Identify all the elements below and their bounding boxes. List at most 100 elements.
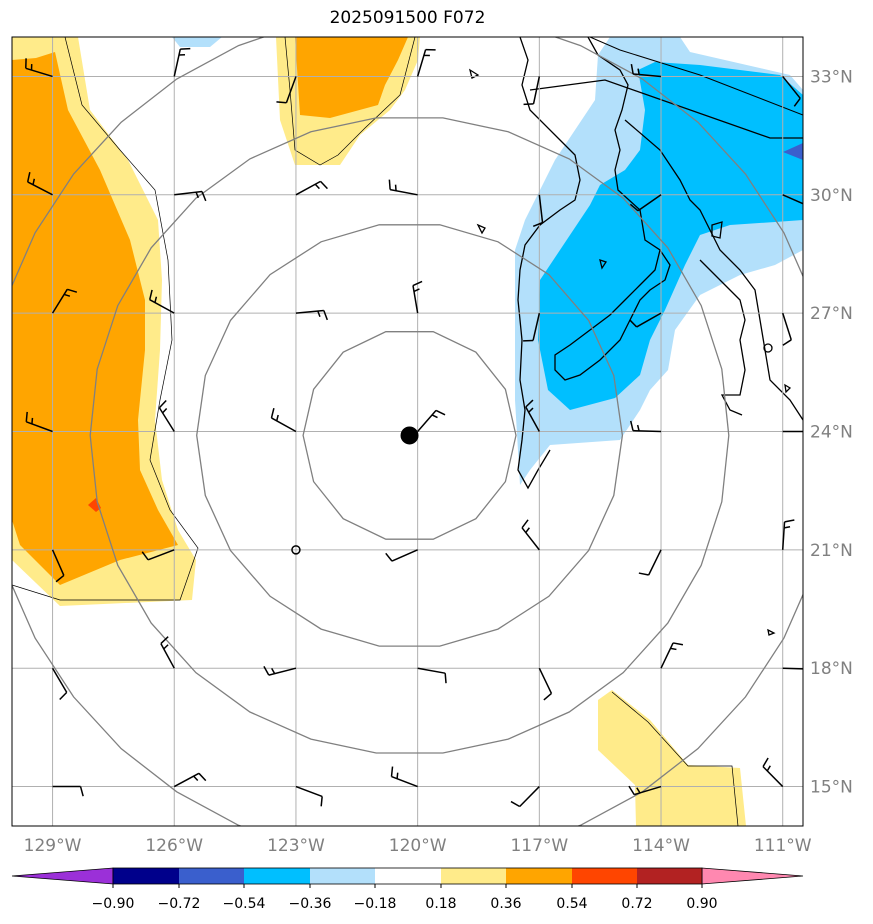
colorbar-bin-3 <box>310 868 375 884</box>
wind-barb-5 <box>628 785 662 796</box>
lat-label-4: 27°N <box>810 304 853 324</box>
wind-barb-32 <box>523 312 541 342</box>
range-ring-0 <box>302 331 517 540</box>
lon-label-4: 117°W <box>510 836 568 856</box>
wind-barb-47 <box>630 64 662 78</box>
colorbar-label-7: 0.54 <box>556 896 587 912</box>
lat-label-0: 15°N <box>810 778 853 798</box>
negative-field-strong-east <box>783 143 803 160</box>
wind-barb-0 <box>52 785 84 797</box>
wind-barb-14 <box>51 549 65 583</box>
shaded-field <box>12 37 803 826</box>
island-2 <box>476 223 486 235</box>
lat-label-3: 24°N <box>810 423 853 443</box>
range-rings <box>12 37 803 826</box>
positive-field-mid-west <box>12 52 178 585</box>
coastline-california <box>517 37 581 490</box>
wind-barb-17 <box>385 549 418 562</box>
range-ring-1 <box>196 224 624 647</box>
wind-barb-1 <box>173 772 207 788</box>
colorbar: −0.90 −0.72 −0.54 −0.36 −0.18 0.18 0.36 0.54 0.7… <box>11 867 804 912</box>
colorbar-bin-5 <box>441 868 506 884</box>
colorbar-bin-8 <box>637 868 702 884</box>
wind-barb-7 <box>51 667 68 700</box>
wind-barb-37 <box>295 180 328 196</box>
colorbar-frame <box>112 867 703 885</box>
wind-barb-15 <box>141 549 175 561</box>
wind-barb-34 <box>782 312 792 346</box>
negative-field-mid-east <box>538 62 803 410</box>
coastline-mainland-south <box>699 259 746 416</box>
wind-barb-23 <box>270 408 297 433</box>
wind-barb-30 <box>295 309 329 321</box>
wind-barb-46 <box>523 76 541 106</box>
wind-barb-42 <box>25 58 53 78</box>
colorbar-label-0: −0.90 <box>92 896 135 912</box>
wind-barb-13 <box>782 667 803 670</box>
wind-barb-19 <box>638 549 662 576</box>
wind-barb-16 <box>291 545 301 555</box>
negative-field-low-north <box>172 37 222 47</box>
wind-barb-36 <box>174 190 207 202</box>
positive-field-low-south <box>598 690 746 826</box>
wind-barb-9 <box>263 666 297 676</box>
lon-label-2: 123°W <box>267 836 325 856</box>
contour-south <box>611 691 739 826</box>
wind-barb-10 <box>417 667 447 684</box>
wind-barb-48 <box>782 75 801 107</box>
wind-barb-25 <box>525 399 540 432</box>
wind-barb-38 <box>388 179 418 196</box>
colorbar-label-2: −0.54 <box>223 896 266 912</box>
wind-barb-22 <box>158 399 175 432</box>
wind-barb-2 <box>295 785 323 807</box>
range-ring-3 <box>12 37 803 826</box>
wind-barb-40 <box>629 194 662 212</box>
colorbar-bin-4 <box>375 868 441 884</box>
wind-barb-33 <box>629 312 662 328</box>
island-5 <box>763 343 773 353</box>
wind-barb-20 <box>781 519 795 550</box>
wind-barb-29 <box>148 289 175 314</box>
colorbar-bin-7 <box>572 868 637 884</box>
wind-barb-21 <box>25 411 53 433</box>
lon-label-5: 114°W <box>632 836 690 856</box>
wind-barb-18 <box>521 519 540 551</box>
wind-barb-39 <box>532 194 544 227</box>
map-title: 2025091500 F072 <box>329 8 486 28</box>
colorbar-bin-1 <box>179 868 244 884</box>
wind-barb-45 <box>416 48 436 77</box>
coastline-mexico-mainland <box>624 119 803 421</box>
coastline-baja-gulf <box>554 37 671 381</box>
lat-label-2: 21°N <box>810 541 853 561</box>
colorbar-extend-high <box>701 867 804 885</box>
colorbar-bin-0 <box>113 868 179 884</box>
wind-barb-3 <box>390 766 418 788</box>
lon-label-3: 120°W <box>389 836 447 856</box>
island-7 <box>767 628 776 636</box>
lat-label-1: 18°N <box>810 659 853 679</box>
coastlines <box>468 37 803 636</box>
island-6 <box>784 383 792 394</box>
wind-barb-12 <box>660 642 684 669</box>
storm-center-marker <box>400 426 419 445</box>
wind-barb-11 <box>538 667 553 701</box>
positive-field-mid-north <box>295 37 408 118</box>
wind-barb-28 <box>51 288 78 314</box>
lat-label-5: 30°N <box>810 186 853 206</box>
colorbar-label-9: 0.90 <box>686 896 717 912</box>
wind-barb-8 <box>160 636 175 669</box>
wind-barb-27 <box>782 430 803 433</box>
latitude-labels: 15°N 18°N 21°N 24°N 27°N 30°N 33°N <box>810 67 853 797</box>
contour-north <box>284 37 416 166</box>
colorbar-label-5: 0.18 <box>425 896 456 912</box>
colorbar-label-4: −0.18 <box>354 896 397 912</box>
contour-west <box>12 37 199 601</box>
colorbar-extend-low <box>11 867 114 885</box>
wind-barb-24 <box>417 409 446 432</box>
longitude-labels: 129°W 126°W 123°W 120°W 117°W 114°W 111°W <box>24 836 812 856</box>
wind-barbs <box>25 47 803 808</box>
colorbar-bin-2 <box>244 868 310 884</box>
map-frame <box>11 36 804 827</box>
lon-label-0: 129°W <box>24 836 82 856</box>
